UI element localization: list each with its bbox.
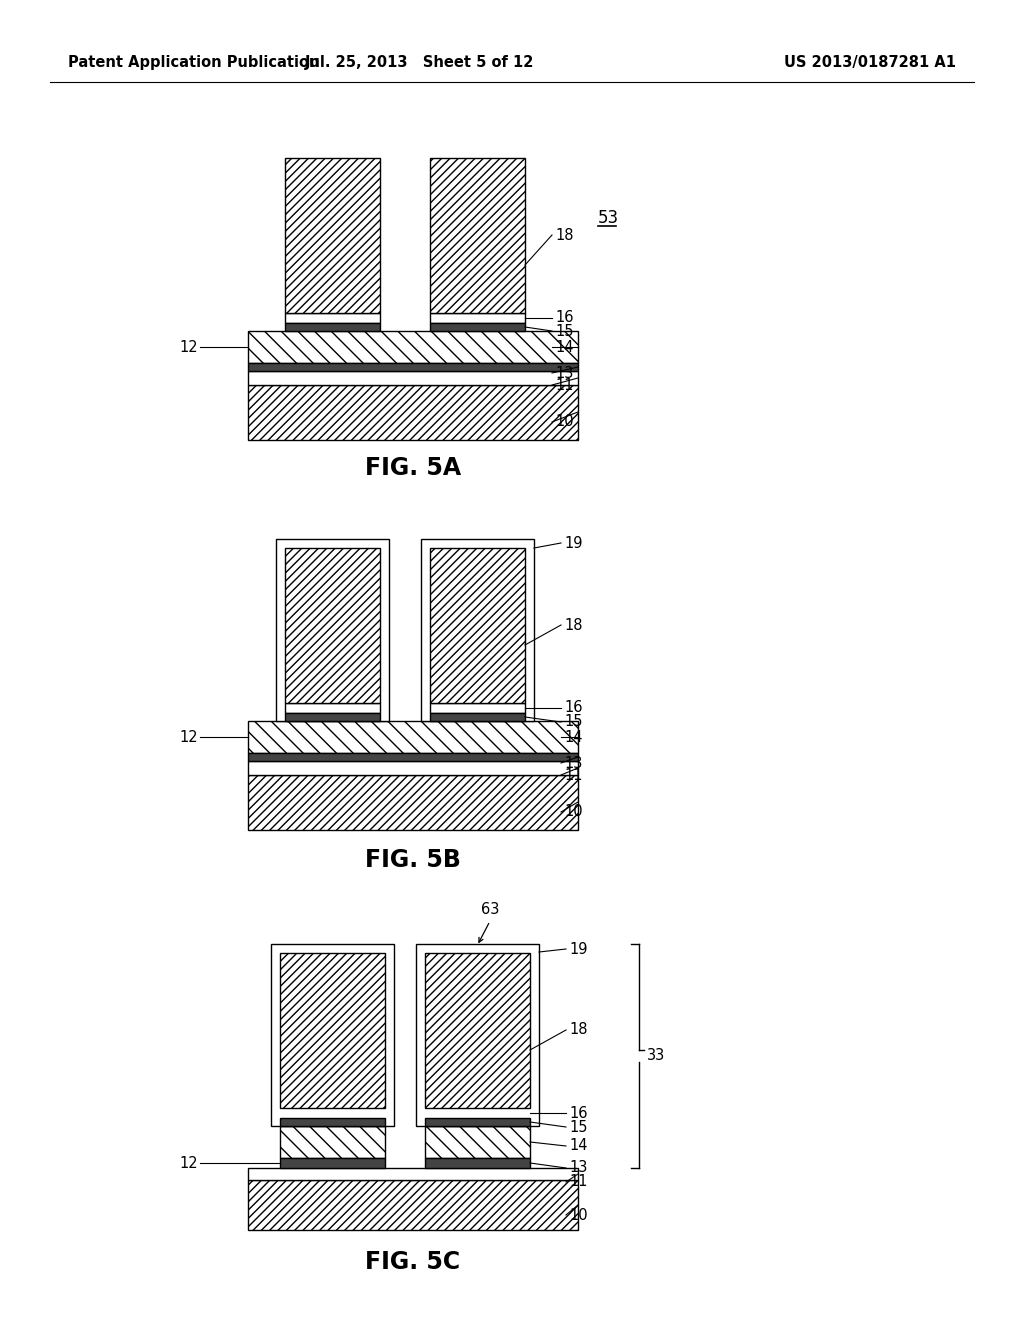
Text: 19: 19	[569, 941, 588, 957]
Text: 11: 11	[569, 1175, 588, 1189]
Text: US 2013/0187281 A1: US 2013/0187281 A1	[784, 54, 956, 70]
Text: 10: 10	[569, 1208, 588, 1222]
Text: 63: 63	[481, 902, 499, 916]
Bar	[248, 1168, 578, 1180]
Text: 16: 16	[564, 701, 583, 715]
Bar	[425, 953, 530, 1107]
Bar	[421, 539, 534, 721]
Text: FIG. 5C: FIG. 5C	[366, 1250, 461, 1274]
Bar	[248, 762, 578, 775]
Bar	[285, 704, 380, 713]
Bar	[425, 1158, 530, 1168]
Text: 15: 15	[564, 714, 583, 730]
Text: 18: 18	[564, 618, 583, 632]
Bar	[280, 1158, 385, 1168]
Text: 11: 11	[555, 378, 573, 392]
Text: FIG. 5B: FIG. 5B	[366, 847, 461, 873]
Text: 14: 14	[555, 339, 573, 355]
Text: 18: 18	[555, 227, 573, 243]
Text: FIG. 5A: FIG. 5A	[365, 455, 461, 480]
Text: 14: 14	[569, 1138, 588, 1154]
Text: 10: 10	[555, 414, 573, 429]
Bar	[248, 775, 578, 830]
Bar	[248, 363, 578, 371]
Bar	[285, 713, 380, 721]
Text: Jul. 25, 2013   Sheet 5 of 12: Jul. 25, 2013 Sheet 5 of 12	[305, 54, 535, 70]
Bar	[430, 323, 525, 331]
Bar	[430, 158, 525, 313]
Bar	[248, 721, 578, 752]
Bar	[430, 704, 525, 713]
Bar	[285, 313, 380, 323]
Bar	[430, 713, 525, 721]
Text: 16: 16	[569, 1106, 588, 1121]
Bar	[248, 385, 578, 440]
Text: 18: 18	[569, 1023, 588, 1038]
Text: 19: 19	[564, 536, 583, 550]
Text: 12: 12	[179, 1155, 198, 1171]
Bar	[271, 944, 394, 1126]
Bar	[285, 548, 380, 704]
Text: 11: 11	[564, 767, 583, 783]
Text: 14: 14	[564, 730, 583, 744]
Bar	[280, 1126, 385, 1158]
Text: Patent Application Publication: Patent Application Publication	[68, 54, 319, 70]
Text: 12: 12	[179, 730, 198, 744]
Bar	[425, 1118, 530, 1126]
Bar	[416, 944, 539, 1126]
Bar	[285, 158, 380, 313]
Bar	[430, 313, 525, 323]
Bar	[280, 1118, 385, 1126]
Text: 13: 13	[569, 1160, 588, 1176]
Bar	[425, 1126, 530, 1158]
Text: 10: 10	[564, 804, 583, 820]
Text: 15: 15	[555, 323, 573, 338]
Bar	[248, 371, 578, 385]
Bar	[248, 331, 578, 363]
Bar	[430, 548, 525, 704]
Text: 33: 33	[647, 1048, 666, 1064]
Bar	[248, 752, 578, 762]
Bar	[280, 953, 385, 1107]
Text: 15: 15	[569, 1119, 588, 1134]
Text: 13: 13	[564, 755, 583, 771]
Text: 16: 16	[555, 310, 573, 326]
Bar	[276, 539, 389, 721]
Text: 53: 53	[598, 209, 620, 227]
Bar	[280, 1107, 385, 1118]
Text: 12: 12	[179, 339, 198, 355]
Bar	[285, 323, 380, 331]
Bar	[248, 1180, 578, 1230]
Text: 13: 13	[555, 366, 573, 380]
Bar	[425, 1107, 530, 1118]
